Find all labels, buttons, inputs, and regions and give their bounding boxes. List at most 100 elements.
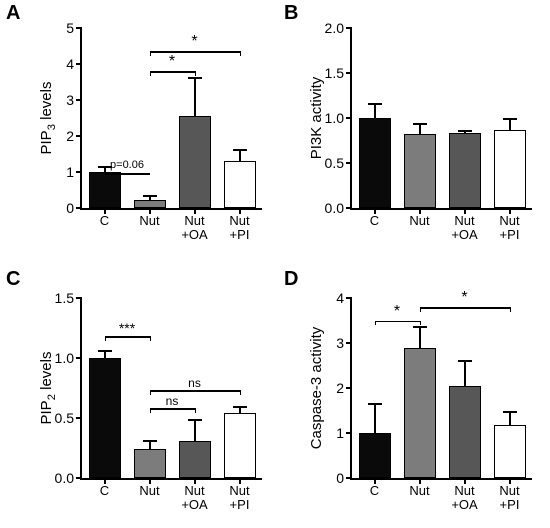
sig-bracket (150, 71, 195, 73)
sig-bracket-drop (195, 71, 197, 76)
bar (224, 161, 256, 208)
xtick-label: Nut +OA (451, 214, 477, 243)
ytick (76, 63, 82, 65)
xtick-label: Nut +PI (499, 214, 519, 243)
xtick-label: Nut +OA (451, 484, 477, 513)
ytick (346, 477, 352, 479)
xtick-label: C (370, 214, 379, 228)
ytick-label: 2 (336, 380, 344, 396)
bar (359, 118, 391, 208)
ytick-label: 3 (336, 335, 344, 351)
ytick-label: 0 (336, 470, 344, 486)
bar (404, 134, 436, 208)
xtick-label: Nut (409, 484, 429, 498)
ytick (346, 432, 352, 434)
sig-bracket-drop (105, 336, 107, 341)
sig-bracket-drop (420, 307, 422, 312)
error-bar (509, 119, 511, 130)
bar-rect (359, 118, 391, 208)
sig-bracket-drop (510, 307, 512, 312)
bar-rect (449, 133, 481, 208)
plot-b: 0.00.51.01.52.0CNutNut +OANut +PI (350, 28, 532, 210)
bar-rect (359, 433, 391, 478)
ytick-label: 0 (66, 200, 74, 216)
xtick-label: Nut (139, 214, 159, 228)
ytick-label: 2 (66, 128, 74, 144)
ytick-label: 1 (336, 425, 344, 441)
sig-bracket (150, 51, 240, 53)
bar-rect (134, 200, 166, 208)
error-bar (374, 104, 376, 118)
error-cap (503, 118, 517, 120)
ylabel-c: PIP2 levels (38, 352, 58, 425)
bar (134, 449, 166, 478)
error-cap (233, 149, 247, 151)
error-cap (188, 77, 202, 79)
sig-bracket (420, 307, 510, 309)
bar (179, 441, 211, 478)
error-bar (464, 361, 466, 386)
ytick (346, 342, 352, 344)
plot-d: 01234CNutNut +OANut +PI** (350, 298, 532, 480)
error-cap (98, 350, 112, 352)
panel-label-d: D (284, 268, 298, 291)
ytick (76, 27, 82, 29)
bar (494, 130, 526, 208)
error-bar (509, 412, 511, 425)
error-bar (149, 441, 151, 449)
ytick (76, 135, 82, 137)
plot-c: 0.00.51.01.5CNutNut +OANut +PI***nsns (80, 298, 262, 480)
ytick-label: 1.0 (325, 110, 344, 126)
ytick (76, 477, 82, 479)
ytick (76, 171, 82, 173)
error-cap (233, 406, 247, 408)
sig-bracket (105, 336, 150, 338)
sig-bracket-drop (420, 321, 422, 326)
annotation-line (105, 173, 150, 175)
xtick-label: Nut +OA (181, 214, 207, 243)
ytick (346, 162, 352, 164)
bar (89, 172, 121, 208)
ytick (346, 117, 352, 119)
xtick-label: C (100, 214, 109, 228)
sig-label: * (169, 53, 175, 71)
xtick-label: Nut +PI (499, 484, 519, 513)
bar-rect (494, 425, 526, 478)
ytick-label: 1.5 (55, 290, 74, 306)
error-bar (419, 124, 421, 134)
error-cap (368, 103, 382, 105)
sig-bracket (150, 408, 195, 410)
bar-rect (224, 161, 256, 208)
ytick-label: 5 (66, 20, 74, 36)
sig-label: ns (188, 376, 201, 390)
ytick (346, 27, 352, 29)
error-cap (413, 326, 427, 328)
ytick-label: 0.0 (325, 200, 344, 216)
error-cap (143, 195, 157, 197)
xtick-label: C (100, 484, 109, 498)
bar (179, 116, 211, 208)
bar (359, 433, 391, 478)
ytick-label: 1 (66, 164, 74, 180)
bar (134, 200, 166, 208)
ytick (346, 297, 352, 299)
sig-bracket-drop (240, 51, 242, 56)
ytick-label: 3 (66, 92, 74, 108)
bar (404, 348, 436, 479)
bar (449, 386, 481, 478)
ytick (76, 207, 82, 209)
error-bar (419, 327, 421, 347)
error-cap (143, 440, 157, 442)
sig-bracket-drop (150, 71, 152, 76)
panel-label-a: A (6, 2, 20, 25)
error-cap (458, 130, 472, 132)
bar-rect (179, 441, 211, 478)
ytick (346, 207, 352, 209)
bar-rect (179, 116, 211, 208)
sig-bracket (375, 321, 420, 323)
sig-label: * (394, 303, 400, 321)
ytick (346, 387, 352, 389)
xtick-label: Nut +PI (229, 484, 249, 513)
bar-rect (224, 413, 256, 478)
error-cap (503, 411, 517, 413)
